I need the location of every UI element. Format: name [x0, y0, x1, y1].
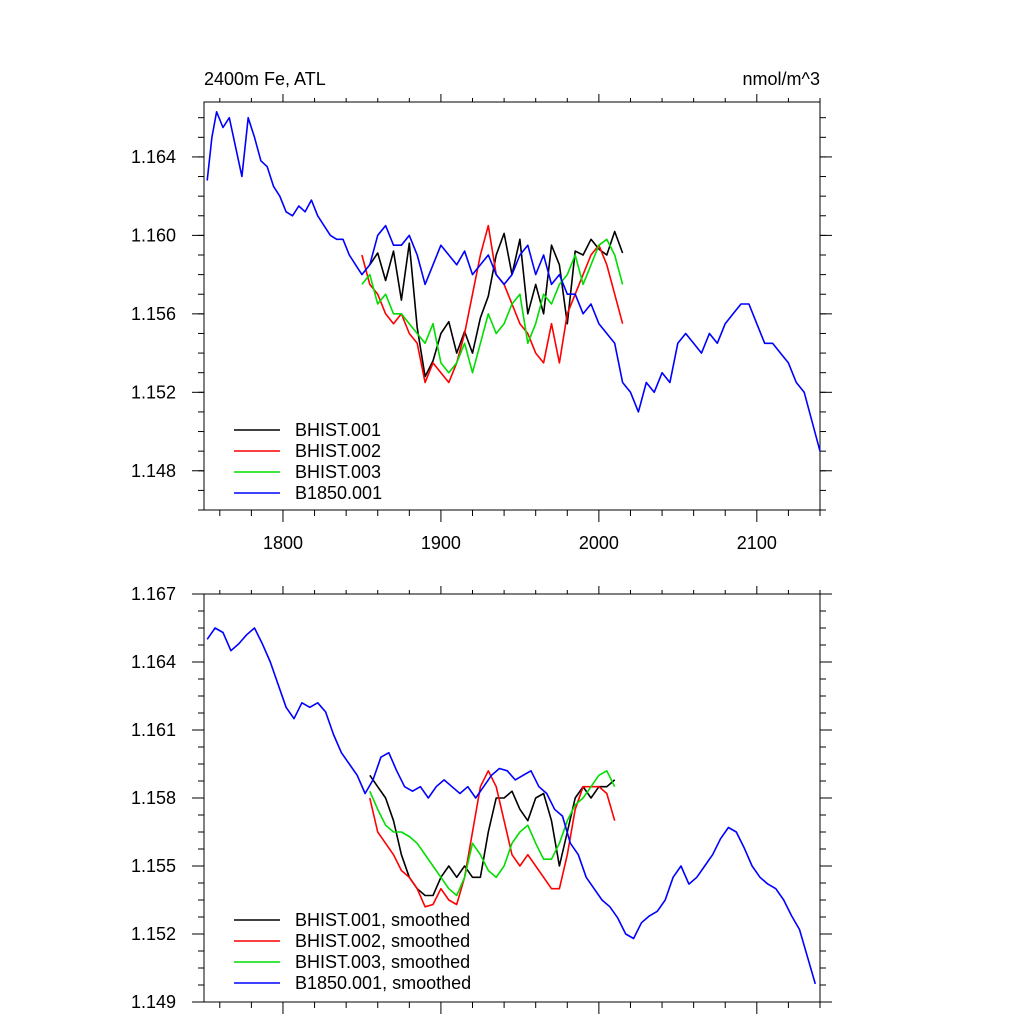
bottom-y-tick-label: 1.167 [131, 584, 176, 604]
bottom-legend-label: B1850.001, smoothed [295, 973, 471, 993]
top-x-tick-label: 1800 [263, 533, 303, 553]
bottom-legend-label: BHIST.001, smoothed [295, 910, 470, 930]
bottom-y-tick-label: 1.164 [131, 652, 176, 672]
top-series-bhist-002 [361, 224, 624, 384]
bottom-legend-label: BHIST.003, smoothed [295, 952, 470, 972]
top-y-tick-label: 1.160 [131, 225, 176, 245]
bottom-y-tick-label: 1.152 [131, 924, 176, 944]
top-axes: 1800 1900 2000 2100 1.148 1.152 1.156 1.160 1.16… [131, 94, 832, 553]
bottom-series-group [206, 627, 817, 985]
top-series-bhist-001 [369, 230, 624, 378]
chart-units: nmol/m^3 [743, 69, 820, 89]
bottom-y-tick-label: 1.158 [131, 788, 176, 808]
top-x-tick-label: 1900 [421, 533, 461, 553]
top-legend-label: BHIST.003 [295, 462, 381, 482]
bottom-panel: 1.149 1.152 1.155 1.158 1.161 1.164 1.167 BHIS… [131, 584, 832, 1014]
top-y-tick-label: 1.156 [131, 304, 176, 324]
top-legend-label: BHIST.002 [295, 441, 381, 461]
top-y-tick-label: 1.152 [131, 382, 176, 402]
top-legend-label: B1850.001 [295, 483, 382, 503]
bottom-series-bhist-002 [369, 769, 616, 908]
bottom-legend-label: BHIST.002, smoothed [295, 931, 470, 951]
top-series-group [206, 111, 821, 452]
chart-title: 2400m Fe, ATL [204, 69, 326, 89]
bottom-y-tick-label: 1.155 [131, 856, 176, 876]
bottom-series-bhist-003 [369, 769, 616, 897]
top-x-tick-label: 2000 [579, 533, 619, 553]
top-series-bhist-003 [361, 238, 624, 374]
top-series-b1850-001 [206, 111, 821, 452]
top-plot-frame [203, 101, 821, 511]
bottom-axes: 1.149 1.152 1.155 1.158 1.161 1.164 1.167 [131, 584, 832, 1014]
top-y-tick-label: 1.148 [131, 461, 176, 481]
bottom-y-tick-label: 1.161 [131, 720, 176, 740]
top-y-tick-label: 1.164 [131, 147, 176, 167]
top-x-tick-label: 2100 [737, 533, 777, 553]
top-panel: 2400m Fe, ATL nmol/m^3 1800 1900 2000 21001… [131, 69, 832, 553]
top-legend-label: BHIST.001 [295, 420, 381, 440]
bottom-series-b1850-001 [206, 627, 817, 985]
bottom-y-tick-label: 1.149 [131, 992, 176, 1012]
